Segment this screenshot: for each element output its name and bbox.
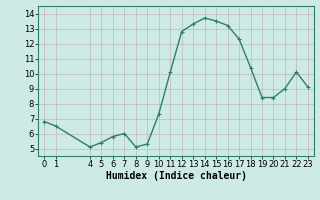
X-axis label: Humidex (Indice chaleur): Humidex (Indice chaleur) <box>106 171 246 181</box>
